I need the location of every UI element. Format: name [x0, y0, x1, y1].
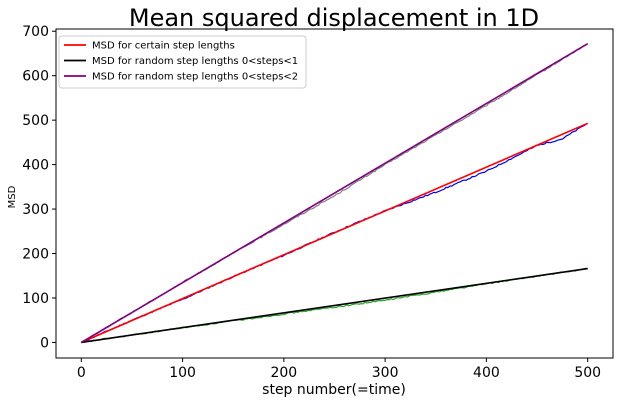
series-line — [81, 267, 588, 344]
series-line — [80, 43, 589, 344]
x-tick-label: 200 — [270, 365, 297, 381]
x-tick-label: 400 — [473, 365, 500, 381]
y-axis-label: MSD — [7, 185, 18, 208]
legend-box — [58, 35, 307, 89]
x-axis: 0 100 200 300 400 500 — [77, 358, 601, 381]
chart-title: Mean squared displacement in 1D — [129, 4, 539, 32]
x-tick-label: 0 — [77, 365, 86, 381]
y-tick-label: 200 — [22, 247, 49, 263]
theory-lines — [80, 43, 589, 344]
y-tick-label: 700 — [22, 24, 49, 40]
legend-label: MSD for certain step lengths — [92, 41, 235, 52]
legend-label: MSD for random step lengths 0<steps<2 — [92, 72, 298, 83]
y-tick-label: 400 — [22, 158, 49, 174]
y-tick-label: 300 — [22, 202, 49, 218]
legend: MSD for certain step lengths MSD for rand… — [58, 35, 307, 89]
y-tick-label: 0 — [40, 335, 49, 351]
x-tick-label: 500 — [574, 365, 601, 381]
y-tick-label: 100 — [22, 291, 49, 307]
y-tick-label: 500 — [22, 113, 49, 129]
plot-area: 0 100 200 300 400 500 0 100 200 300 400 500 600 700 — [22, 24, 614, 381]
x-tick-label: 100 — [169, 365, 196, 381]
y-axis: 0 100 200 300 400 500 600 700 — [22, 24, 56, 351]
legend-label: MSD for random step lengths 0<steps<1 — [92, 56, 298, 67]
x-axis-label: step number(=time) — [262, 382, 406, 398]
y-tick-label: 600 — [22, 69, 49, 85]
series-line — [80, 122, 589, 344]
x-tick-label: 300 — [372, 365, 399, 381]
plot-frame — [55, 28, 614, 359]
